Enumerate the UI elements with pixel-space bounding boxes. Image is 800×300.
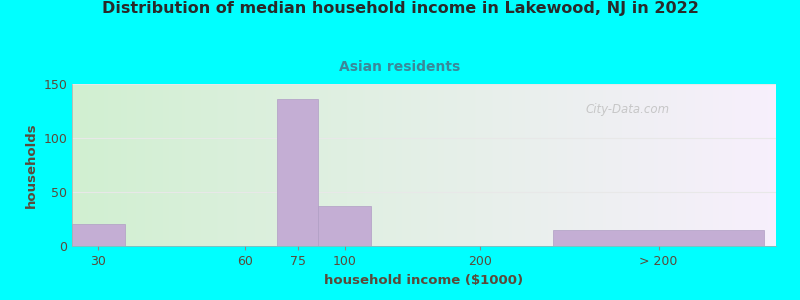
Y-axis label: households: households [25,122,38,208]
Bar [553,230,764,246]
Text: City-Data.com: City-Data.com [586,103,670,116]
Text: Distribution of median household income in Lakewood, NJ in 2022: Distribution of median household income … [102,2,698,16]
Bar [278,99,318,246]
Bar [318,206,371,246]
Bar [72,224,125,246]
Text: Asian residents: Asian residents [339,60,461,74]
X-axis label: household income ($1000): household income ($1000) [325,274,523,286]
